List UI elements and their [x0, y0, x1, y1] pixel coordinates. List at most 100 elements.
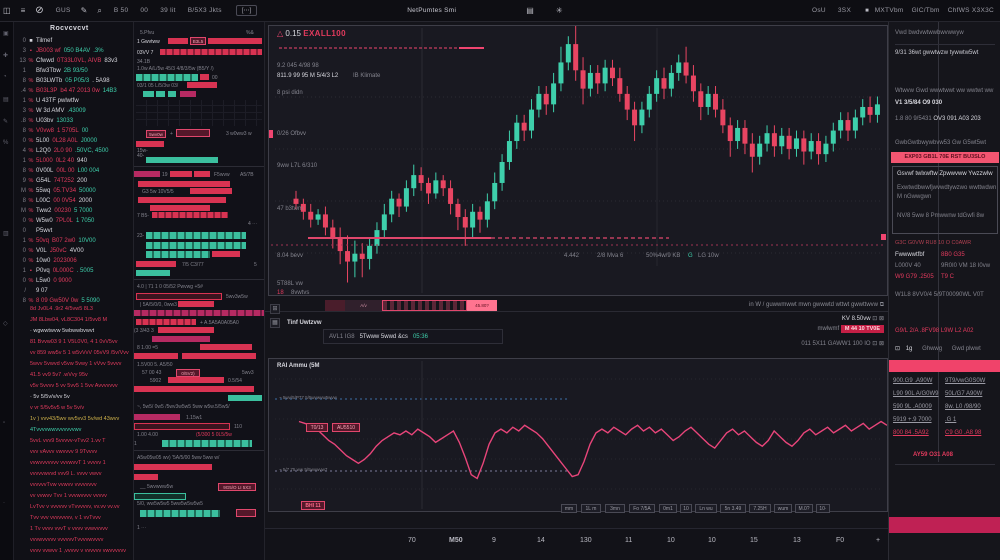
watchlist-row[interactable]: 1 Bfw3Tbw 2B 93/50: [22, 68, 88, 74]
tag-pill[interactable]: [236, 509, 256, 517]
timeframe-row[interactable]: AVL1 IG8 5Twww 5wwd &cs 05:36: [323, 329, 503, 344]
timeframe-pill[interactable]: 1L m: [581, 504, 601, 513]
timeframe-pill[interactable]: 7.25H: [749, 504, 771, 513]
toolbar-item[interactable]: B/5X3 Jkts: [187, 7, 222, 14]
watchlist-row[interactable]: 4% L2Q0 2L0 90.50VC, 4500: [22, 148, 109, 154]
sidebar-link[interactable]: C9 G0 .A8 98: [945, 430, 982, 436]
watchlist-row[interactable]: 0 P5wvt: [22, 228, 53, 234]
scrubber-range[interactable]: [382, 300, 467, 311]
watchlist-row[interactable]: 1% 50vq B07 2w0 10V00: [22, 238, 96, 244]
watchlist-row[interactable]: 0 ■ Tilmef: [22, 38, 53, 44]
watchlist-row[interactable]: 0% L5w0 0 9000: [22, 278, 72, 284]
watchlist-row[interactable]: 8% B03LWTb 05 P05/3. 5A98: [22, 78, 110, 84]
scrubber-handle[interactable]: 45.80?: [467, 300, 497, 311]
rail-icon[interactable]: ▥: [3, 231, 9, 237]
layout-button[interactable]: [⋯]: [235, 5, 258, 16]
rail-icon[interactable]: ·: [3, 500, 5, 506]
timeframe-pill[interactable]: Ln wu: [695, 504, 717, 513]
rail-icon[interactable]: ◇: [3, 321, 8, 327]
watchlist-row[interactable]: 1 ▪ P0vq 0L000C. 5005: [22, 268, 94, 274]
box-icon[interactable]: ⊡: [895, 346, 901, 352]
toolbar-item[interactable]: GUS: [55, 7, 71, 14]
tab-1g[interactable]: 1g: [905, 346, 913, 352]
sidebar-link[interactable]: 5919 +.9 7000: [893, 417, 932, 423]
timeframe-pill[interactable]: wum: [774, 504, 792, 513]
rail-icon[interactable]: ◔: [3, 74, 7, 80]
watchlist-row[interactable]: 1% U 43TF pwlwtfw: [22, 98, 79, 104]
watchlist-row[interactable]: 8% 8 09 Gw50V 0w 5 5090: [22, 298, 100, 304]
sidebar-link[interactable]: 8w. L0 /98/90: [945, 404, 981, 410]
watchlist-row[interactable]: M% 55wq 05.TV34 50000: [21, 188, 96, 194]
list-icon[interactable]: ▦: [270, 318, 280, 328]
box-icon[interactable]: ⊡: [872, 341, 878, 347]
watchlist-row[interactable]: M% Tww2 00230 5 7000: [21, 208, 93, 214]
timeframe-pill[interactable]: 10·: [816, 504, 830, 513]
oscillator-panel[interactable]: RAI Ammu (5M T0/13 AU5510 BHI 11 ~ 5wv/5…: [268, 358, 888, 513]
tag-pill[interactable]: B3L5: [190, 37, 206, 45]
sidebar-link[interactable]: .G 1: [945, 417, 957, 423]
candlestick-chart[interactable]: [269, 26, 887, 295]
search-icon[interactable]: ⌕: [97, 5, 102, 15]
sidebar-link[interactable]: 9T9/vwG0S0W: [945, 378, 986, 384]
timeframe-pill[interactable]: 0m1: [659, 504, 677, 513]
tag-pill[interactable]: [176, 129, 210, 137]
watchlist-row[interactable]: 8% L00C 00 0V54 2000: [22, 198, 93, 204]
watchlist-row[interactable]: /9 07: [24, 288, 48, 294]
oscillator-chart[interactable]: [269, 359, 887, 511]
sidebar-link[interactable]: 50L/G7 A90W: [945, 391, 983, 397]
spark-icon[interactable]: ✳: [555, 6, 563, 15]
rail-icon[interactable]: ▤: [3, 97, 9, 103]
tab-mxtvbm[interactable]: MXTVbm: [874, 7, 904, 14]
logo-icon[interactable]: ⊘: [35, 5, 44, 16]
plus-icon[interactable]: ⊞: [270, 304, 280, 314]
right-item[interactable]: 3SX: [837, 7, 852, 14]
timeframe-pill[interactable]: 5n 3.49: [720, 504, 746, 513]
rail-icon[interactable]: ▣: [3, 31, 9, 37]
watchlist-row[interactable]: 8% V0vw8 1 5705L 00: [22, 128, 89, 134]
watchlist-row[interactable]: 8% 0V00L 00L 00 L00 004: [22, 168, 100, 174]
rail-icon[interactable]: ✎: [3, 119, 9, 125]
sidebar-link[interactable]: 590 9L .A0009: [893, 404, 932, 410]
watchlist-row[interactable]: 3% W 3d AMV .43009: [22, 108, 86, 114]
tag-pill[interactable]: 0/5V2): [176, 369, 200, 377]
timeframe-pill[interactable]: M.0?: [795, 504, 813, 513]
box-icon[interactable]: ⊡: [872, 316, 878, 322]
toolbar-item[interactable]: 39 lit: [160, 7, 176, 14]
scrubber-segment[interactable]: A/v: [345, 300, 382, 311]
watchlist-row[interactable]: 0% 10w0 2023006: [22, 258, 77, 264]
sidebar-link[interactable]: 900.G9 .A90W: [893, 378, 933, 384]
watchlist-row[interactable]: 3 ▪ JB003 wf 050 B4AV .3%: [22, 48, 104, 54]
watchlist-row[interactable]: 0% 5L00 0L28 A0L J0000: [22, 138, 98, 144]
timeframe-pill[interactable]: 3mn: [605, 504, 625, 513]
replay-scrubber[interactable]: A/v 45.80?: [265, 300, 1000, 312]
tag-pill[interactable]: 5wv0w: [146, 130, 166, 138]
toolbar-item[interactable]: B 50: [113, 7, 129, 14]
edit-icon[interactable]: ✎: [80, 6, 88, 15]
toolbar-item[interactable]: 00: [140, 7, 149, 14]
box2-icon[interactable]: ⊠: [878, 316, 884, 322]
watchlist-row[interactable]: 9% G54L 74T252 200: [22, 178, 88, 184]
sidebar-link[interactable]: 800 84 .5A92: [893, 430, 929, 436]
alert-banner[interactable]: EXP03 GB1L 70E RST BU3SLO: [891, 152, 999, 163]
tab-gwd-plwwt[interactable]: Gwd plwwt: [951, 346, 981, 352]
tab-glctbm[interactable]: GlC/Tbm: [911, 7, 940, 14]
watchlist-row[interactable]: .4% B03L3P b4 47 2013 0w 14B3: [20, 88, 117, 94]
watchlist-row[interactable]: .8% U03bv 13033: [20, 118, 74, 124]
tag-pill[interactable]: 9G5/O LI 5X3: [218, 483, 256, 491]
scrubber-segment[interactable]: [325, 300, 345, 311]
watchlist-row[interactable]: 1% 5L000 0L2 40 940: [22, 158, 88, 164]
box2-icon[interactable]: ⊠: [878, 341, 884, 347]
watchlist-row[interactable]: 13% Cfwwd 0T33L0VL, AIVB 83v3: [19, 58, 118, 64]
timeframe-pill[interactable]: mm: [561, 504, 577, 513]
sidebar-link[interactable]: L90 90L A/G0W9: [893, 391, 939, 397]
panel-icon[interactable]: ◫: [3, 6, 11, 15]
rail-icon[interactable]: ✚: [3, 53, 9, 59]
copy-icon[interactable]: ⧉: [879, 302, 884, 308]
timeframe-pill[interactable]: 10: [680, 504, 692, 513]
watchlist-row[interactable]: 0% W5w0 7PL0L 1 7050: [22, 218, 95, 224]
tab-ghwwg[interactable]: Ghwwg: [922, 346, 943, 352]
tab-chfws[interactable]: ChfWS X3X3C: [947, 7, 994, 14]
menu-icon[interactable]: ≡: [20, 6, 26, 15]
rail-icon[interactable]: ▫: [3, 420, 6, 426]
timeframe-pill[interactable]: Fo 7/5A: [629, 504, 655, 513]
